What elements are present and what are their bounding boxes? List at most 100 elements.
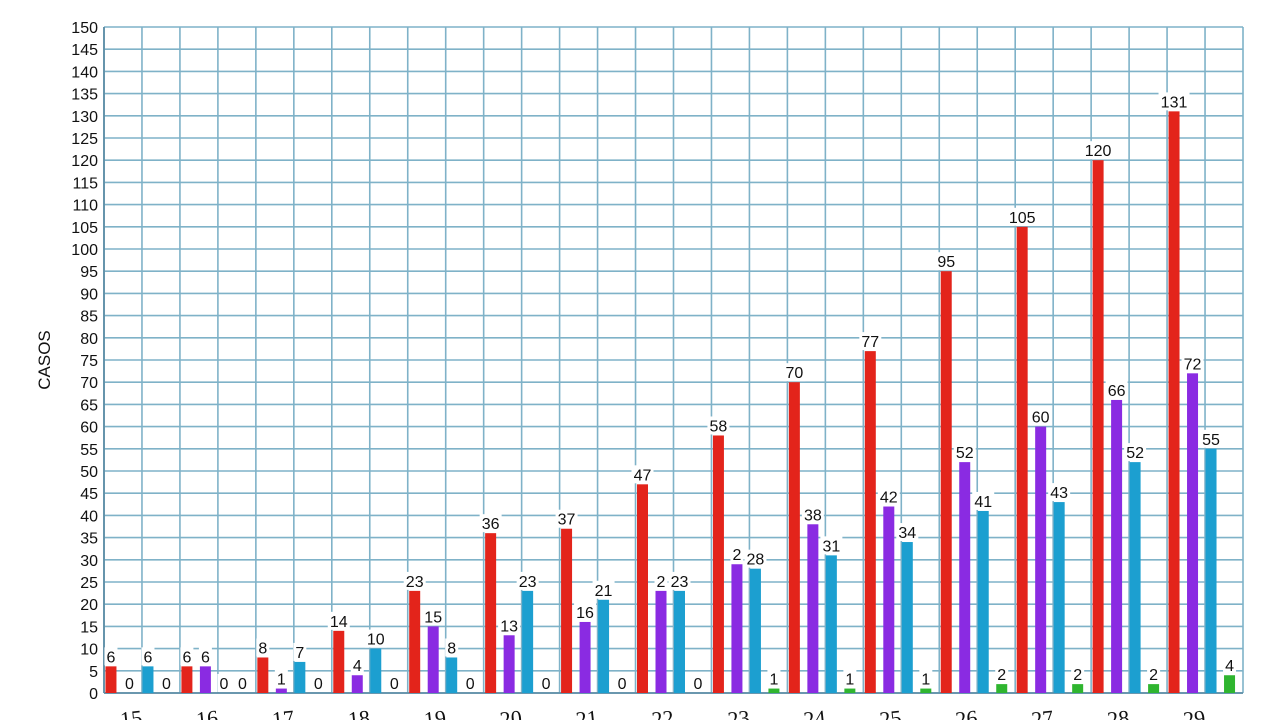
data-label: 0 [466, 676, 475, 693]
data-label: 38 [804, 507, 822, 524]
data-label-background [995, 665, 1009, 684]
data-label: 60 [1032, 410, 1050, 427]
y-tick-label: 150 [71, 20, 98, 37]
bar [977, 510, 989, 693]
data-label: 0 [162, 676, 171, 693]
data-label: 0 [219, 676, 228, 693]
bar [105, 666, 117, 693]
data-label-background [311, 674, 325, 692]
data-label-background [364, 629, 387, 648]
y-tick-label: 120 [71, 153, 98, 170]
bar [1035, 426, 1047, 693]
data-label: 0 [390, 676, 399, 693]
data-label-background [293, 642, 307, 661]
x-tick-label: 26 [954, 705, 978, 720]
bar [275, 688, 287, 693]
data-label-background [327, 611, 350, 630]
data-label-background [615, 674, 629, 692]
bar [920, 688, 932, 693]
x-tick-label: 18 [347, 705, 371, 720]
y-tick-label: 5 [89, 664, 98, 681]
y-tick-label: 15 [80, 619, 98, 636]
bar [655, 590, 667, 693]
data-label: 8 [447, 640, 456, 657]
data-label-background [1158, 92, 1190, 111]
bar [1129, 462, 1141, 693]
data-label: 4 [353, 658, 362, 675]
bar [1168, 111, 1180, 694]
y-tick-label: 30 [80, 553, 98, 570]
bar [351, 675, 363, 693]
bar [1205, 448, 1217, 693]
y-tick-label: 0 [89, 686, 98, 703]
bar [844, 688, 856, 693]
bar [1224, 675, 1236, 693]
data-label-background [498, 616, 521, 635]
bar [1092, 160, 1104, 693]
y-tick-label: 115 [72, 175, 98, 192]
bar [637, 484, 648, 693]
data-label-background [122, 674, 136, 692]
bar [199, 666, 211, 693]
data-label-background [463, 674, 477, 692]
data-label: 58 [710, 418, 728, 435]
data-label: 0 [238, 676, 247, 693]
y-tick-label: 70 [80, 375, 98, 392]
data-label-background [159, 674, 173, 692]
y-tick-label: 80 [80, 331, 98, 348]
data-label-background [479, 514, 502, 533]
bar [712, 435, 724, 693]
data-label: 6 [107, 649, 116, 666]
data-label: 52 [956, 445, 974, 462]
data-label-background [1181, 354, 1204, 373]
data-label: 6 [201, 649, 210, 666]
data-label: 8 [258, 640, 267, 657]
data-label-background [843, 669, 857, 688]
x-tick-label: 20 [499, 705, 523, 720]
data-label-background [235, 674, 249, 692]
data-label-background [198, 647, 212, 666]
data-label: 0 [125, 676, 134, 693]
bar [370, 648, 382, 693]
bar [1053, 502, 1065, 693]
data-label-background [256, 638, 270, 657]
data-label-background [935, 252, 958, 271]
x-tick-label: 19 [423, 705, 447, 720]
data-label-background [180, 647, 194, 666]
data-label-background [1048, 483, 1071, 502]
y-tick-label: 20 [80, 597, 98, 614]
data-label: 15 [424, 609, 442, 626]
data-label: 6 [144, 649, 153, 666]
bar [996, 684, 1008, 693]
y-tick-label: 140 [71, 64, 98, 81]
bar [522, 590, 534, 693]
x-tick-label: 28 [1106, 705, 1130, 720]
data-label: 10 [367, 632, 385, 649]
y-tick-label: 110 [72, 198, 98, 215]
data-label-background [387, 674, 401, 692]
data-label: 105 [1009, 210, 1036, 227]
data-label-background [953, 443, 976, 462]
axes: 0510152025303540455055606570758085909510… [71, 20, 1243, 720]
bar [598, 599, 610, 693]
data-label-background [654, 571, 668, 590]
bar [940, 271, 952, 693]
data-label: 120 [1085, 143, 1112, 160]
bar [427, 626, 439, 693]
data-label: 2 [1149, 667, 1158, 684]
data-label: 2 [732, 547, 741, 564]
bar [561, 528, 573, 693]
data-label: 52 [1126, 445, 1144, 462]
data-label: 16 [576, 605, 594, 622]
y-tick-label: 25 [80, 575, 98, 592]
data-label-background [141, 647, 155, 666]
data-label-background [403, 571, 426, 590]
data-label-background [1006, 207, 1038, 226]
y-tick-label: 90 [80, 286, 98, 303]
data-label: 13 [500, 618, 518, 635]
data-label: 1 [277, 672, 286, 689]
bar [1016, 226, 1028, 694]
bar [674, 590, 685, 693]
